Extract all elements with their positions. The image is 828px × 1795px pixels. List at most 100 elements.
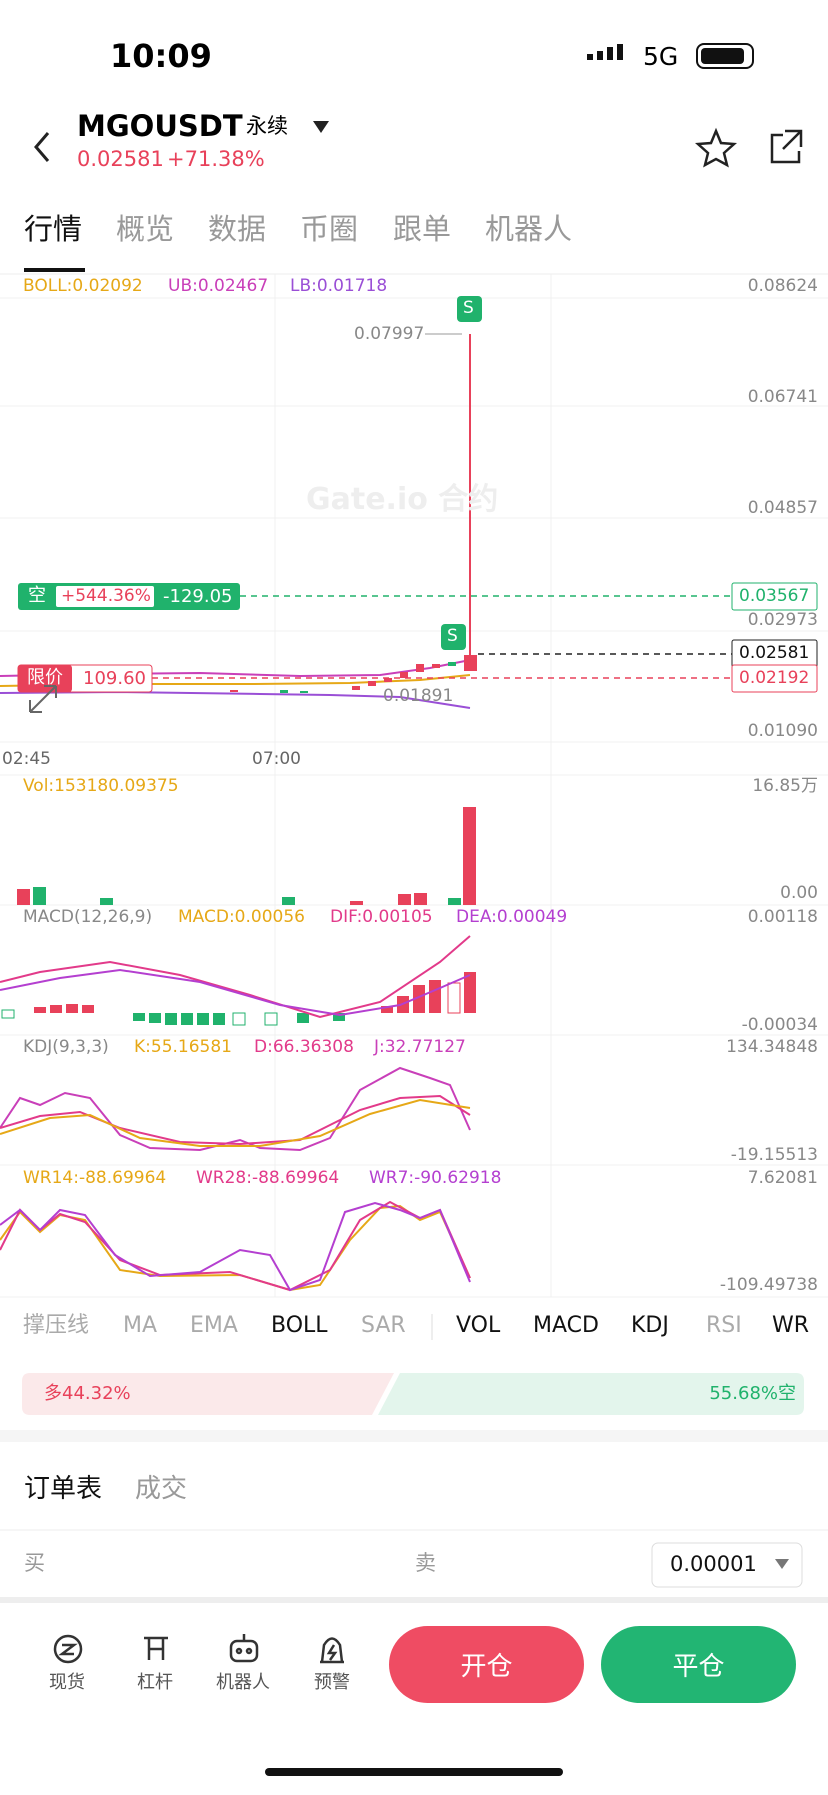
sell-header: 卖 <box>415 1551 436 1575</box>
volume-bars-part <box>33 887 46 905</box>
tab[interactable]: 跟单 <box>393 212 452 246</box>
orderbook-tab[interactable]: 成交 <box>135 1474 188 1504</box>
macd-bars-part <box>381 1006 393 1013</box>
time-label: 07:00 <box>252 749 301 769</box>
macd-value: MACD:0.00056 <box>178 907 305 927</box>
kdj-k <box>0 1094 471 1146</box>
indicator-tab[interactable]: KDJ <box>631 1313 669 1338</box>
close-button[interactable]: 平仓 <box>601 1626 796 1703</box>
tab[interactable]: 数据 <box>208 212 267 246</box>
macd-bars <box>1 972 476 1026</box>
candles <box>230 334 477 693</box>
network: 5G <box>643 42 679 71</box>
nav-label[interactable]: 杠杆 <box>137 1672 173 1693</box>
macd-label: MACD(12,26,9) <box>23 907 153 927</box>
marker: S <box>447 626 458 646</box>
wr7: WR7:-90.62918 <box>369 1168 502 1188</box>
boll-ub: UB:0.02467 <box>168 276 269 296</box>
change: +71.38% <box>167 147 265 171</box>
tab[interactable]: 行情 <box>24 212 83 246</box>
macd-bars-part <box>447 982 461 1014</box>
position-pnl-box <box>56 586 154 607</box>
nav-icons-part <box>58 1643 78 1656</box>
limit-price-box <box>731 664 818 693</box>
nav-label[interactable]: 机器人 <box>216 1672 270 1693</box>
indicator-tab[interactable]: RSI <box>706 1313 742 1338</box>
macd-dif <box>0 935 471 1019</box>
candles-part <box>448 662 456 666</box>
macd-bars-part <box>66 1004 78 1013</box>
wr28 <box>0 1200 471 1292</box>
macd-bars-part <box>133 1013 145 1021</box>
marker-badge <box>457 296 482 322</box>
orderbook-tab[interactable]: 订单表 <box>24 1474 103 1504</box>
volume-bars-part <box>398 894 411 905</box>
indicator-tab[interactable]: WR <box>772 1313 810 1338</box>
nav-icons-part <box>320 1637 344 1664</box>
indicator-tab[interactable]: BOLL <box>271 1313 328 1338</box>
volume-bars-part <box>350 901 363 905</box>
volume-bars-part <box>282 897 295 905</box>
wr14 <box>0 1204 471 1292</box>
select-arrow <box>775 1559 789 1569</box>
macd-dif: DIF:0.00105 <box>330 907 433 927</box>
macd-bars-part <box>464 972 476 1013</box>
candles-part <box>300 691 308 693</box>
candles-part <box>416 664 424 672</box>
vol-max: 16.85万 <box>752 776 818 796</box>
limit-label[interactable]: 限价 <box>27 667 63 688</box>
indicator-tab[interactable]: MA <box>123 1313 158 1338</box>
time-label: 02:45 <box>2 749 51 769</box>
tab[interactable]: 币圈 <box>300 212 359 246</box>
volume-bars-part <box>100 898 113 905</box>
candles-part <box>400 672 408 678</box>
contract-type[interactable]: 永续 <box>246 114 288 138</box>
indicator-tab[interactable]: MACD <box>533 1313 599 1338</box>
nav-label[interactable]: 预警 <box>314 1672 350 1693</box>
indicator-tab[interactable]: 撑压线 <box>23 1313 90 1338</box>
buy-header: 买 <box>24 1551 45 1575</box>
boll-label: BOLL:0.02092 <box>23 276 143 296</box>
star-icon <box>694 127 738 168</box>
tab-underline <box>24 268 85 272</box>
candles-part <box>432 664 440 668</box>
watermark: Gate.io 合约 <box>306 482 499 517</box>
back-icon <box>34 132 50 162</box>
volume-bars <box>17 807 476 905</box>
tab[interactable]: 机器人 <box>485 212 573 246</box>
position-price: 0.03567 <box>739 586 810 606</box>
indicator-tab[interactable]: SAR <box>361 1313 406 1338</box>
tab[interactable]: 概览 <box>116 212 175 246</box>
limit-label-bg <box>18 665 72 692</box>
indicator-tab[interactable]: EMA <box>190 1313 238 1338</box>
marker: S <box>463 298 474 318</box>
volume-bars-part <box>17 889 30 905</box>
candles-part <box>230 690 238 692</box>
nav-label[interactable]: 现货 <box>49 1672 85 1693</box>
candles-part <box>352 686 360 690</box>
macd-dea: DEA:0.00049 <box>456 907 568 927</box>
long-ratio: 多44.32% <box>44 1383 131 1404</box>
section-gap <box>0 1430 828 1442</box>
share-icon <box>770 129 803 164</box>
position-side[interactable]: 空 <box>28 585 46 606</box>
nav-icons-part <box>144 1636 168 1660</box>
volume-bars-part <box>414 893 427 905</box>
position-pnl[interactable]: +544.36% <box>61 586 151 606</box>
kdj-d: D:66.36308 <box>254 1037 354 1057</box>
price-axis-label: 0.08624 <box>747 276 818 296</box>
wr7 <box>0 1201 471 1292</box>
candles-part <box>384 678 392 682</box>
precision-value[interactable]: 0.00001 <box>670 1552 757 1576</box>
limit-amount[interactable]: 109.60 <box>83 668 146 689</box>
limit-price: 0.02192 <box>739 668 810 688</box>
wr-min: -109.49738 <box>719 1275 818 1295</box>
open-button[interactable]: 开仓 <box>389 1626 584 1703</box>
macd-bars-part <box>429 980 441 1013</box>
symbol[interactable]: MGOUSDT <box>77 109 243 143</box>
macd-bars-part <box>50 1005 62 1013</box>
position-amount[interactable]: -129.05 <box>163 586 233 607</box>
macd-bars-part <box>181 1013 193 1025</box>
indicator-tab[interactable]: VOL <box>456 1313 501 1338</box>
short-ratio: 55.68%空 <box>709 1383 796 1404</box>
